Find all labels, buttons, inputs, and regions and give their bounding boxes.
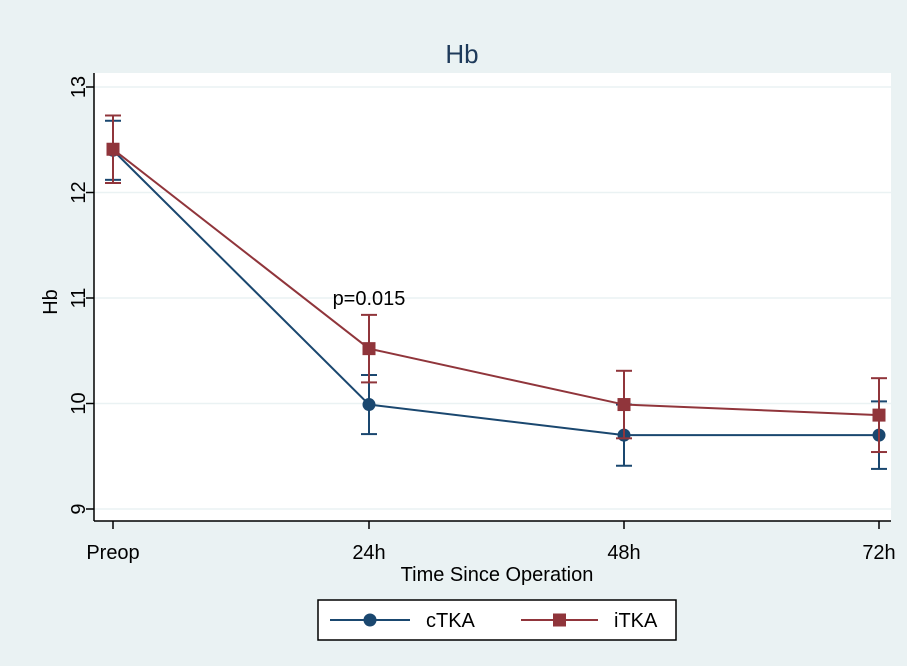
data-point: [617, 398, 631, 412]
series-line: [112, 148, 880, 417]
x-tick-label: Preop: [86, 542, 139, 564]
p-value-annotation: p=0.015: [333, 288, 406, 310]
data-point: [362, 398, 376, 412]
axes: [93, 73, 891, 522]
x-axis-label: Time Since Operation: [401, 564, 594, 586]
x-tick-label: 72h: [862, 542, 895, 564]
y-tick-label: 10: [68, 392, 90, 414]
data-point: [106, 142, 120, 156]
legend: cTKA iTKA: [317, 599, 677, 641]
data-point: [872, 408, 886, 422]
data-point: [362, 342, 376, 356]
ticks: 9 10 11 12 13 Preop 24h 48h 72h: [68, 76, 896, 564]
legend-label: iTKA: [614, 610, 658, 632]
series-line: [112, 149, 879, 437]
x-tick-label: 24h: [352, 542, 385, 564]
legend-marker: [363, 613, 377, 627]
plot-area: [94, 73, 891, 521]
y-tick-label: 13: [68, 76, 90, 98]
legend-marker: [553, 613, 566, 627]
series: [105, 114, 887, 470]
gridlines: [94, 86, 891, 510]
y-tick-label: 9: [68, 503, 90, 514]
legend-item-cTKA: cTKA: [330, 610, 476, 632]
y-tick-label: 12: [68, 181, 90, 203]
legend-item-iTKA: iTKA: [521, 610, 658, 632]
chart-title: Hb: [445, 39, 478, 69]
x-tick-label: 48h: [607, 542, 640, 564]
legend-label: cTKA: [426, 610, 476, 632]
series-iTKA: [105, 114, 887, 454]
y-axis-label: Hb: [40, 289, 62, 315]
y-tick-label: 11: [68, 288, 90, 309]
